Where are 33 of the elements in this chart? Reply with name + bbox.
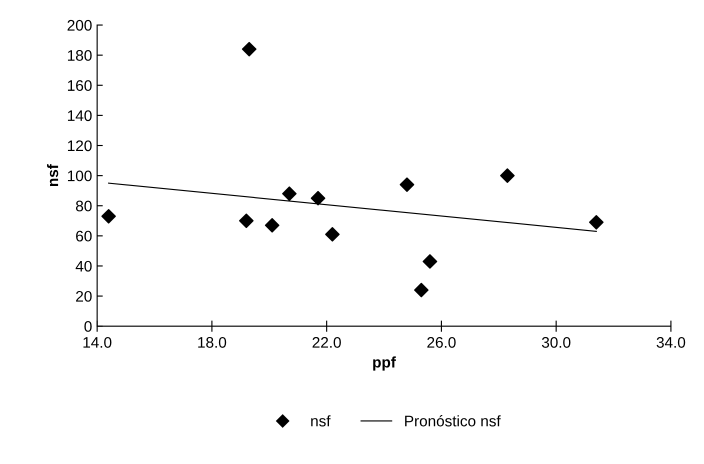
point xyxy=(282,186,297,201)
point xyxy=(325,227,340,242)
y-tick-label: 140 xyxy=(68,110,92,122)
point xyxy=(264,218,280,233)
legend-label: nsf xyxy=(311,415,331,426)
point xyxy=(101,208,116,224)
point xyxy=(422,254,438,269)
x-tick-label: 18.0 xyxy=(198,337,226,348)
point xyxy=(242,42,256,56)
y-tick-label: 200 xyxy=(68,20,92,31)
x-tick-label: 14.0 xyxy=(83,337,112,348)
point xyxy=(310,190,326,206)
point xyxy=(589,215,604,230)
x-axis-title: ppf xyxy=(373,356,396,371)
y-tick-label: 160 xyxy=(68,80,92,91)
point xyxy=(239,214,254,228)
point xyxy=(400,177,414,192)
y-tick-label: 180 xyxy=(68,50,92,61)
y-tick-label: 40 xyxy=(76,260,92,272)
x-tick-label: 34.0 xyxy=(656,337,686,348)
y-tick-label: 100 xyxy=(68,170,92,182)
y-tick-label: 0 xyxy=(84,321,92,332)
point xyxy=(414,282,429,298)
x-tick-label: 30.0 xyxy=(542,337,570,348)
y-tick-label: 60 xyxy=(76,230,92,242)
x-tick-label: 26.0 xyxy=(427,337,456,348)
point xyxy=(500,168,515,183)
x-tick-label: 22.0 xyxy=(312,337,341,348)
y-tick-label: 20 xyxy=(76,290,92,302)
y-tick-label: 80 xyxy=(76,200,92,212)
y-tick-label: 120 xyxy=(68,140,92,152)
y-axis-title: nsf xyxy=(47,164,58,186)
legend-label: Pronóstico nsf xyxy=(405,415,501,426)
